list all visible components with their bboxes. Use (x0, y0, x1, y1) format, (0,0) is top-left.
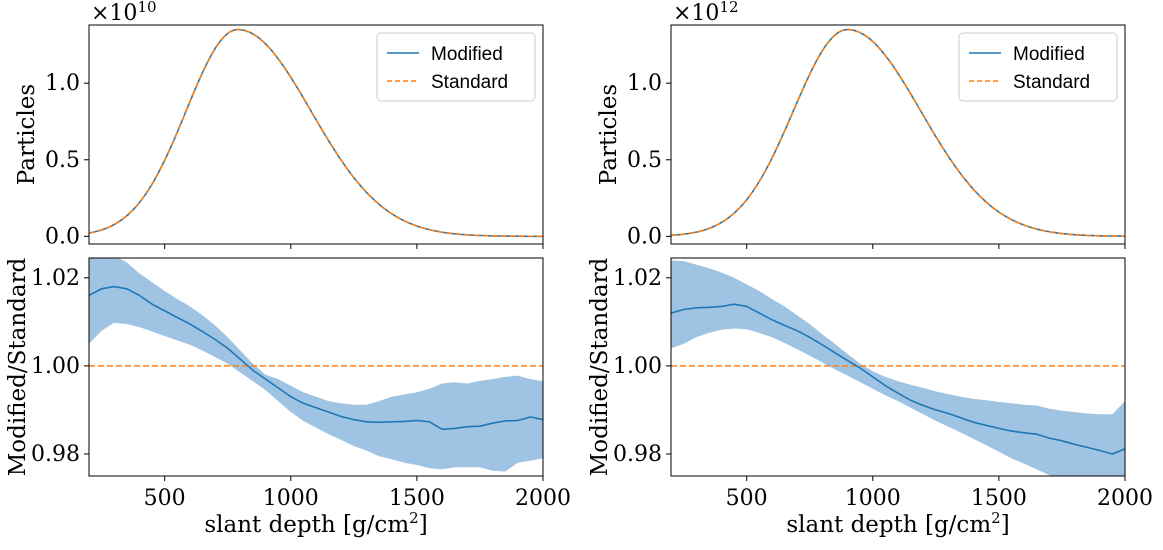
y-tick-label: 0.0 (627, 224, 662, 249)
y-axis-label: Particles (596, 84, 622, 185)
y-tick-label: 0.0 (45, 224, 80, 249)
y-tick-label: 1.0 (627, 71, 662, 96)
axes-frame (670, 257, 1126, 477)
plot-area (671, 260, 1125, 476)
ratio-line (671, 303, 1125, 455)
y-axis-label: Modified/Standard (5, 257, 31, 476)
ratio-line (89, 285, 543, 431)
series-standard-line (89, 28, 543, 238)
y-tick-label: 0.5 (45, 148, 80, 173)
uncertainty-band (89, 258, 543, 472)
y-tick-label: 1.00 (31, 354, 80, 379)
x-tick-label: 1000 (845, 486, 901, 511)
y-tick-label: 1.0 (45, 71, 80, 96)
x-axis-label: slant depth [g/cm2] (786, 509, 1009, 538)
x-axis-label-end: ] (419, 512, 428, 538)
y-tick-label: 1.02 (613, 266, 662, 291)
x-tick-label: 1500 (971, 486, 1027, 511)
multiplier-exponent: 12 (719, 0, 738, 16)
x-tick-label: 1500 (389, 486, 445, 511)
x-axis-label-main: slant depth [g/cm (204, 512, 409, 538)
y-tick-label: 0.98 (613, 442, 662, 467)
panel-bottom-right: 500 1000 1500 2000 0.98 1.00 1.02Modified/Stan… (587, 257, 1153, 538)
x-axis-label-sup: 2 (991, 509, 1001, 527)
legend: Modified Standard (958, 32, 1118, 102)
x-tick-label: 1000 (263, 486, 319, 511)
x-axis-label-main: slant depth [g/cm (786, 512, 991, 538)
series-standard-line (671, 28, 1125, 237)
axes-frame (88, 24, 544, 245)
legend-label-standard: Standard (431, 72, 508, 93)
legend-label-modified: Modified (431, 44, 503, 65)
x-tick-label: 2000 (515, 486, 571, 511)
x-axis-label-sup: 2 (409, 509, 419, 527)
x-axis-label: slant depth [g/cm2] (204, 509, 427, 538)
plot-area (89, 258, 543, 472)
axes-frame (670, 24, 1126, 245)
y-tick-label: 0.5 (627, 148, 662, 173)
y-tick-label: 1.00 (613, 354, 662, 379)
y-tick-label: 1.02 (31, 266, 80, 291)
axes-frame (88, 257, 544, 477)
x-tick-label: 500 (144, 486, 186, 511)
legend-label-modified: Modified (1013, 44, 1085, 65)
x-axis-label-end: ] (1001, 512, 1010, 538)
multiplier-base: ×10 (673, 1, 719, 26)
panel-bottom-left: 500 1000 1500 2000 0.98 1.00 1.02Modified/Stan… (5, 257, 571, 538)
legend: Modified Standard (376, 32, 536, 102)
plot-area (671, 28, 1125, 237)
y-axis-label: Modified/Standard (587, 257, 613, 476)
y-tick-label: 0.98 (31, 442, 80, 467)
legend-label-standard: Standard (1013, 72, 1090, 93)
multiplier-exponent: 10 (137, 0, 156, 16)
uncertainty-band (671, 260, 1125, 476)
axis-multiplier: ×1010 (91, 0, 157, 26)
axis-multiplier: ×1012 (673, 0, 739, 26)
legend-box (958, 32, 1118, 102)
x-tick-label: 2000 (1097, 486, 1153, 511)
plot-area (89, 28, 543, 238)
multiplier-base: ×10 (91, 1, 137, 26)
y-axis-label: Particles (14, 84, 40, 185)
x-tick-label: 500 (726, 486, 768, 511)
legend-box (376, 32, 536, 102)
